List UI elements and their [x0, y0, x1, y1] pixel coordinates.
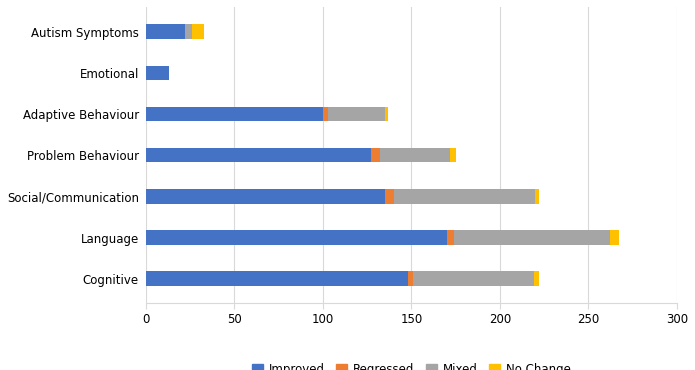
- Bar: [534, 272, 539, 286]
- Bar: [146, 189, 385, 204]
- Bar: [379, 148, 450, 162]
- Bar: [328, 107, 385, 121]
- Bar: [385, 189, 394, 204]
- Bar: [414, 272, 534, 286]
- Bar: [385, 107, 389, 121]
- Bar: [192, 24, 204, 39]
- Bar: [450, 148, 456, 162]
- Bar: [454, 230, 610, 245]
- Bar: [146, 24, 185, 39]
- Bar: [146, 148, 370, 162]
- Bar: [447, 230, 454, 245]
- Bar: [146, 65, 169, 80]
- Bar: [146, 230, 447, 245]
- Bar: [146, 107, 323, 121]
- Legend: Improved, Regressed, Mixed, No Change: Improved, Regressed, Mixed, No Change: [247, 358, 575, 370]
- Bar: [535, 189, 539, 204]
- Bar: [610, 230, 619, 245]
- Bar: [370, 148, 379, 162]
- Bar: [146, 272, 408, 286]
- Bar: [394, 189, 535, 204]
- Bar: [185, 24, 192, 39]
- Bar: [408, 272, 414, 286]
- Bar: [323, 107, 328, 121]
